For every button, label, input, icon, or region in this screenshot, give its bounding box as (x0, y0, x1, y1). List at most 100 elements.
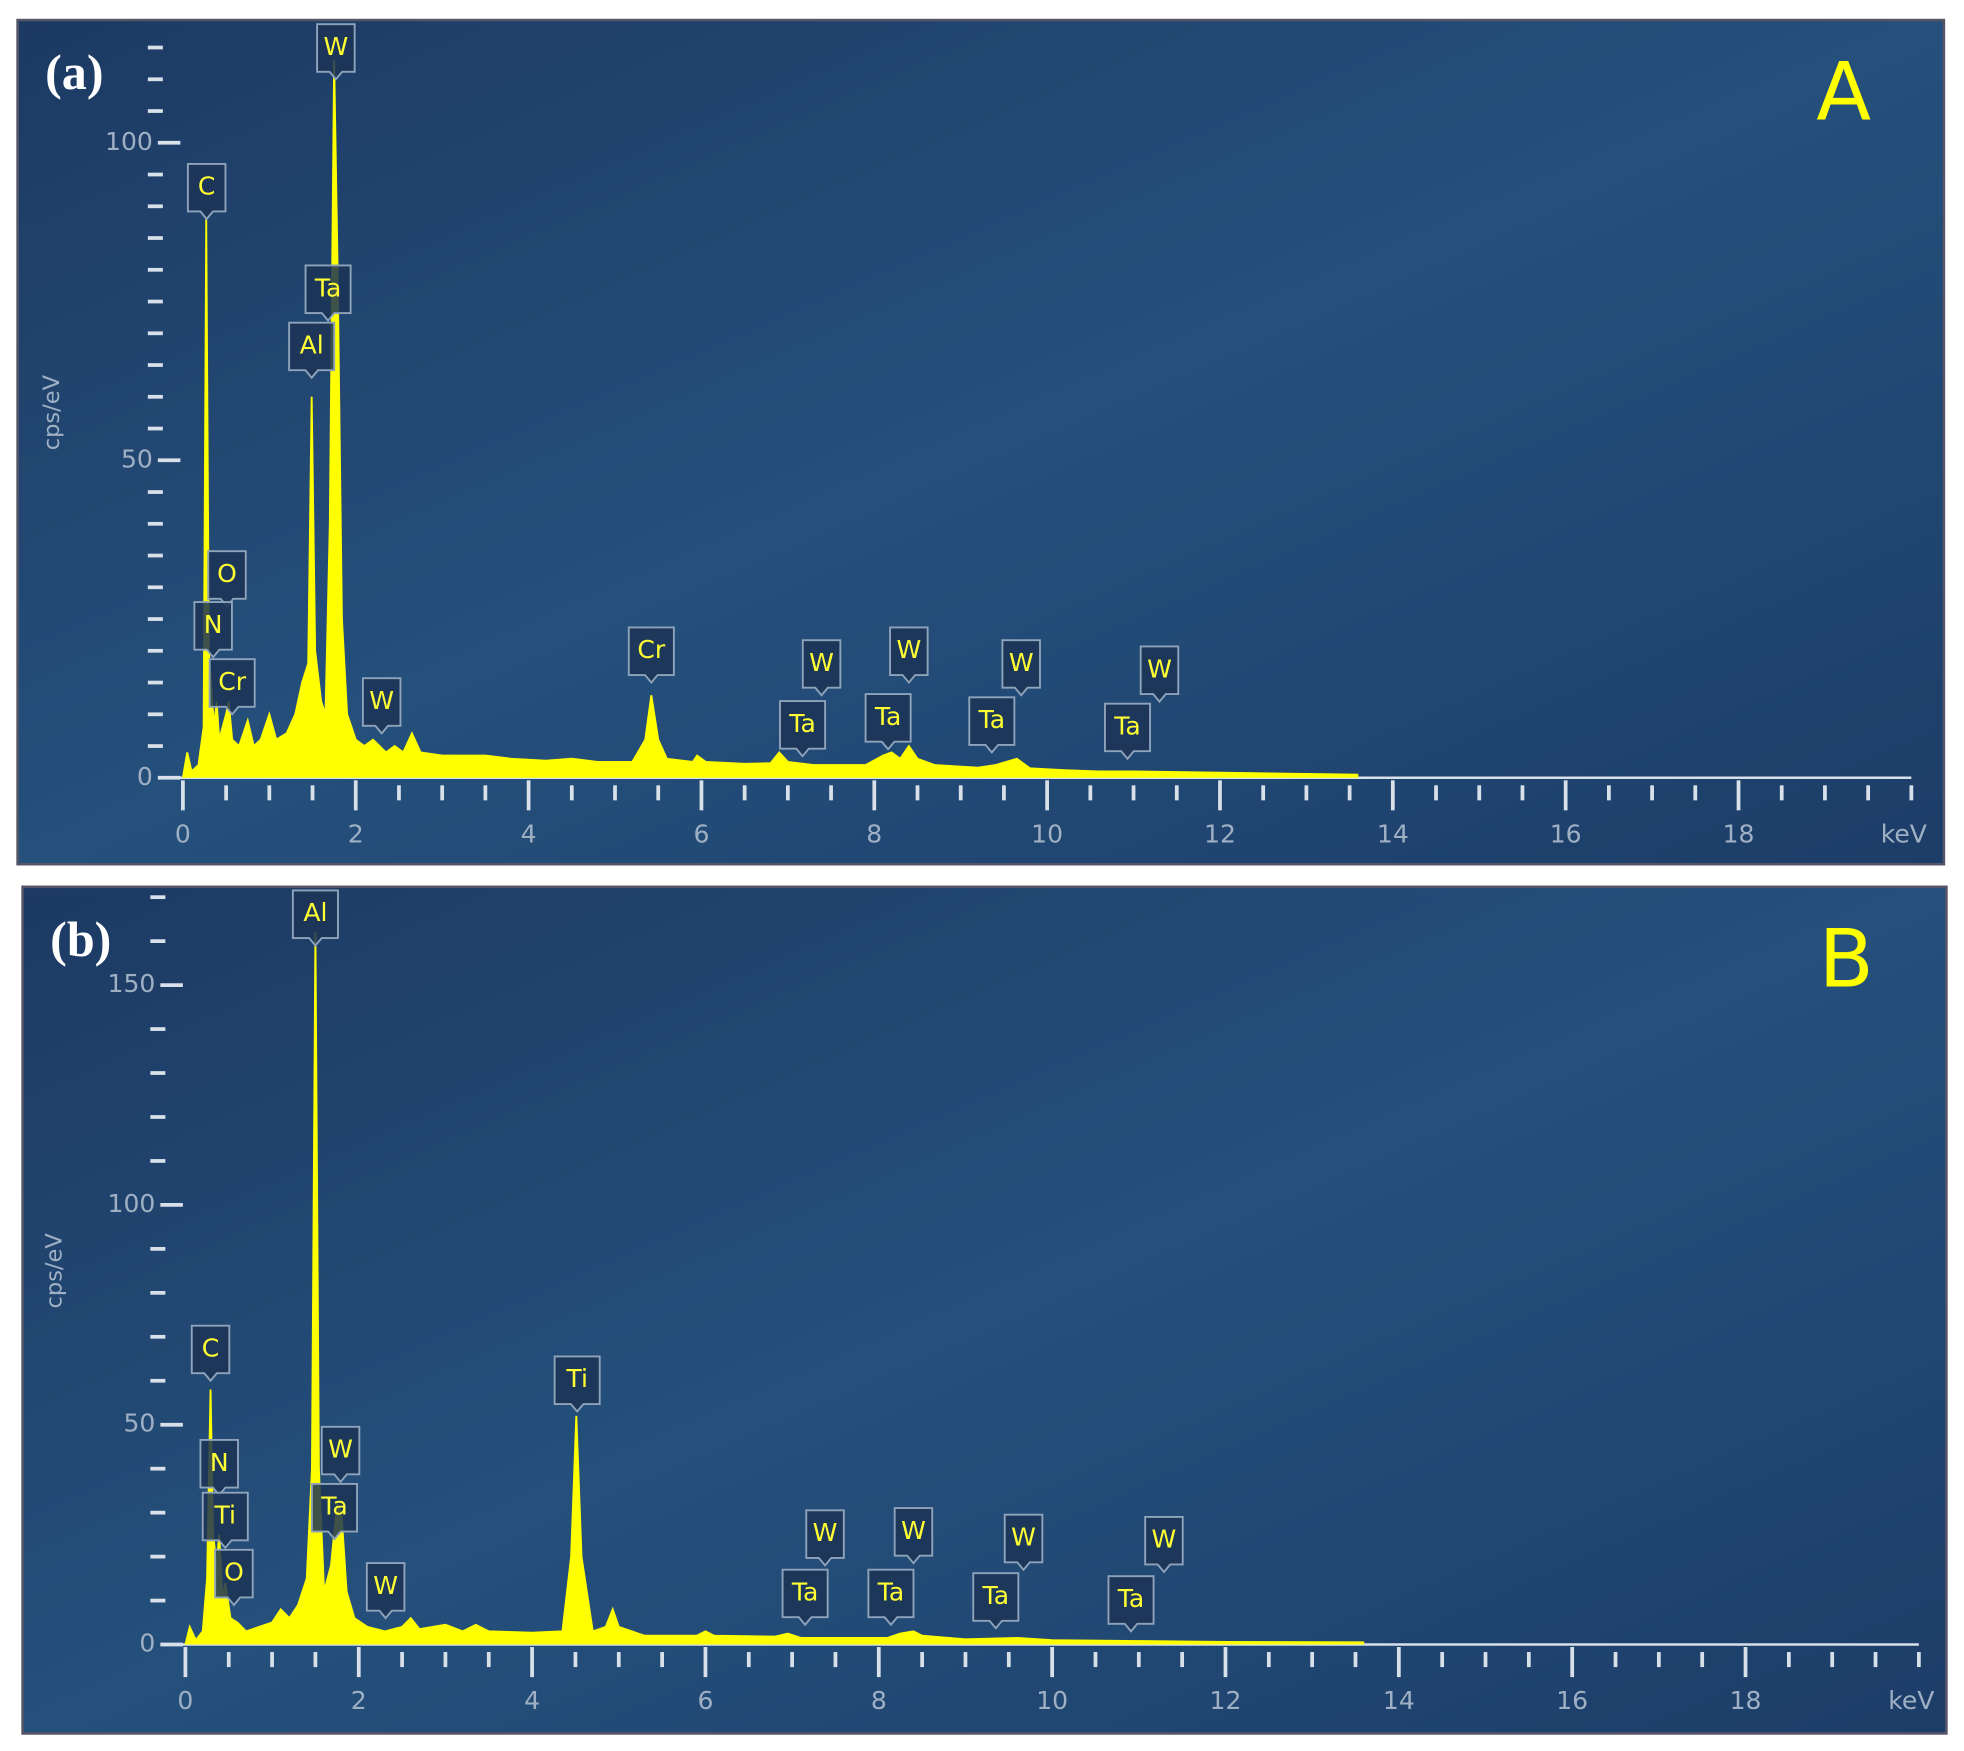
peak-label: C (186, 162, 227, 221)
peak-label: N (199, 1439, 239, 1497)
peak-label: Ta (311, 1482, 358, 1541)
peak-label-box (627, 626, 675, 685)
x-tick-label: 16 (1556, 1686, 1588, 1715)
peak-label-text: Ta (874, 702, 902, 731)
peak-label-text: Ta (1117, 1584, 1145, 1613)
peak-label: Ta (864, 693, 912, 751)
x-tick-label: 0 (177, 1686, 193, 1715)
peak-label-text: Al (300, 330, 324, 359)
peak-label: W (320, 1425, 361, 1484)
peak-label: C (190, 1324, 231, 1383)
x-tick-label: 2 (348, 819, 364, 848)
x-tick-label: 12 (1204, 819, 1236, 848)
peak-label-text: W (901, 1516, 926, 1545)
x-tick-label: 2 (351, 1686, 367, 1715)
y-axis-label: cps/eV (39, 374, 65, 450)
peak-label-box (320, 1425, 361, 1484)
peak-label-box (781, 1568, 829, 1627)
x-axis-label: keV (1888, 1686, 1934, 1715)
panel-title: A (1816, 46, 1871, 139)
peak-label-text: Ta (791, 1577, 819, 1606)
spectrum-fill (182, 60, 1359, 778)
peak-label-box (311, 1482, 358, 1541)
x-tick-label: 14 (1383, 1686, 1415, 1715)
y-tick-label: 100 (105, 127, 153, 156)
peak-label-text: Ta (877, 1577, 905, 1606)
peak-label-box (889, 626, 929, 685)
peak-label-text: Ta (314, 273, 342, 302)
peak-label-box (1003, 1513, 1044, 1572)
y-axis-label: cps/eV (42, 1233, 68, 1309)
peak-label-text: O (217, 559, 237, 588)
y-tick-label: 50 (121, 444, 153, 473)
x-tick-label: 4 (524, 1686, 540, 1715)
peak-label: W (805, 1509, 845, 1567)
x-tick-label: 18 (1723, 819, 1755, 848)
peak-label: O (207, 550, 247, 608)
peak-label-box (201, 1491, 249, 1550)
peak-label-box (1107, 1575, 1155, 1633)
peak-label-text: W (809, 648, 834, 677)
peak-label: Ti (201, 1491, 249, 1550)
x-tick-label: 6 (693, 819, 709, 848)
peak-label-text: N (204, 610, 223, 639)
peak-label: Ta (867, 1568, 915, 1627)
peak-label-text: W (1152, 1525, 1177, 1554)
peak-label: W (893, 1507, 934, 1565)
peak-label-text: W (369, 686, 394, 715)
peak-label-text: Ta (978, 705, 1006, 734)
peak-label-box (208, 658, 256, 716)
peak-label-box (207, 550, 247, 608)
peak-label: Ta (968, 696, 1016, 754)
peak-label-text: Ta (982, 1581, 1010, 1610)
peak-label: Cr (208, 658, 256, 716)
peak-label: Ta (779, 700, 827, 758)
peak-label-box (1001, 639, 1041, 697)
panel-title: B (1819, 912, 1874, 1005)
peak-label-text: W (1009, 648, 1034, 677)
peak-label: Cr (627, 626, 675, 685)
y-tick-label: 100 (108, 1189, 156, 1218)
peak-label: Al (291, 889, 339, 947)
peak-label-box (304, 264, 352, 323)
peak-label-text: N (210, 1448, 229, 1477)
peak-label-box (968, 696, 1016, 754)
peak-label-box (867, 1568, 915, 1627)
peak-label-box (291, 889, 339, 947)
peak-label-box (365, 1562, 406, 1620)
peak-label-box (193, 601, 233, 659)
peak-label-text: W (896, 635, 921, 664)
peak-label: N (193, 601, 233, 659)
peak-label-text: Al (303, 898, 327, 927)
peak-label-text: Ta (1113, 711, 1141, 740)
x-tick-label: 10 (1036, 1686, 1068, 1715)
peak-label: W (1139, 645, 1180, 704)
peak-label: W (1003, 1513, 1044, 1572)
peak-label-text: W (1011, 1522, 1036, 1551)
peak-label-box (805, 1509, 845, 1567)
peak-label: O (214, 1548, 254, 1607)
peak-label-text: W (1147, 654, 1172, 683)
x-tick-label: 12 (1210, 1686, 1242, 1715)
peak-label: W (1144, 1515, 1184, 1574)
peak-label: Ta (304, 264, 352, 323)
peak-label-box (361, 677, 402, 735)
peak-label-text: Ti (214, 1501, 237, 1530)
peak-label-box (801, 639, 842, 697)
peak-label: Ta (1107, 1575, 1155, 1633)
peak-label-box (864, 693, 912, 751)
peak-label: Ti (553, 1355, 601, 1414)
peak-label-box (214, 1548, 254, 1607)
peak-label-box (316, 23, 356, 81)
peak-label-text: Ta (788, 709, 816, 738)
peak-label-box (1139, 645, 1180, 704)
y-tick-label: 0 (139, 1629, 155, 1658)
x-tick-label: 8 (866, 819, 882, 848)
peak-label: Ta (972, 1572, 1020, 1630)
y-tick-label: 0 (137, 762, 153, 791)
peak-label-box (288, 321, 336, 380)
panel-label: (b) (50, 911, 111, 967)
peak-label: W (1001, 639, 1041, 697)
x-tick-label: 16 (1550, 819, 1582, 848)
